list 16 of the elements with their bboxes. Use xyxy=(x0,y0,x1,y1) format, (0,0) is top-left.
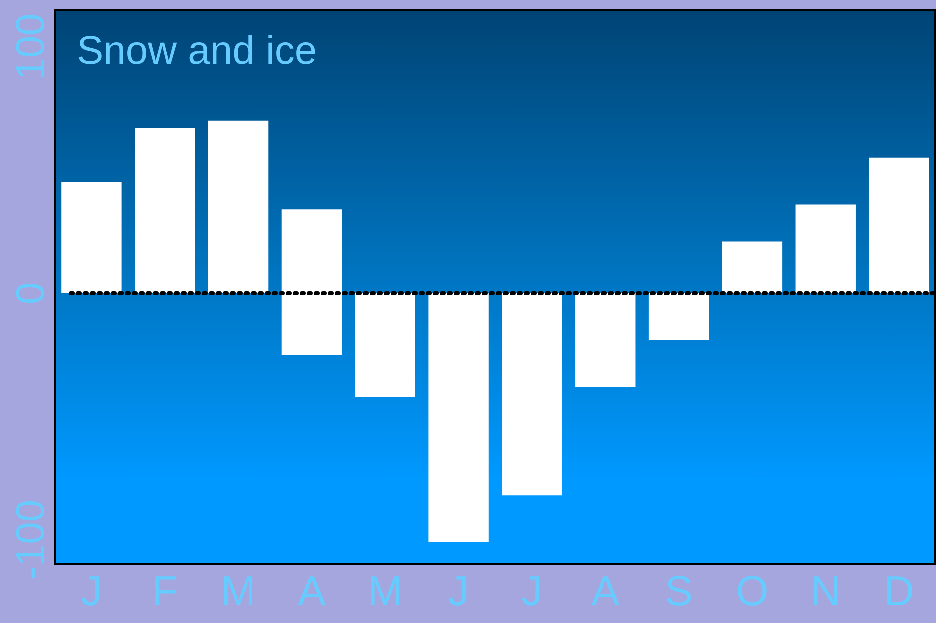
x-tick-label: J xyxy=(522,567,543,614)
y-tick-label: 0 xyxy=(9,282,54,305)
x-tick-label: A xyxy=(592,567,620,614)
x-tick-label: N xyxy=(810,567,842,614)
x-tick-label: S xyxy=(665,567,694,614)
y-tick-label: 100 xyxy=(9,14,54,80)
y-tick-label: -100 xyxy=(9,500,54,580)
text: Snow and ice xyxy=(77,29,318,74)
x-tick-label: O xyxy=(736,567,769,614)
x-tick-label: M xyxy=(221,567,256,614)
x-tick-label: J xyxy=(81,567,102,614)
x-tick-label: J xyxy=(448,567,470,614)
x-tick-label: D xyxy=(884,567,914,614)
x-tick-label: F xyxy=(152,567,178,614)
x-tick-label: A xyxy=(298,567,326,614)
x-tick-label: M xyxy=(368,567,403,614)
